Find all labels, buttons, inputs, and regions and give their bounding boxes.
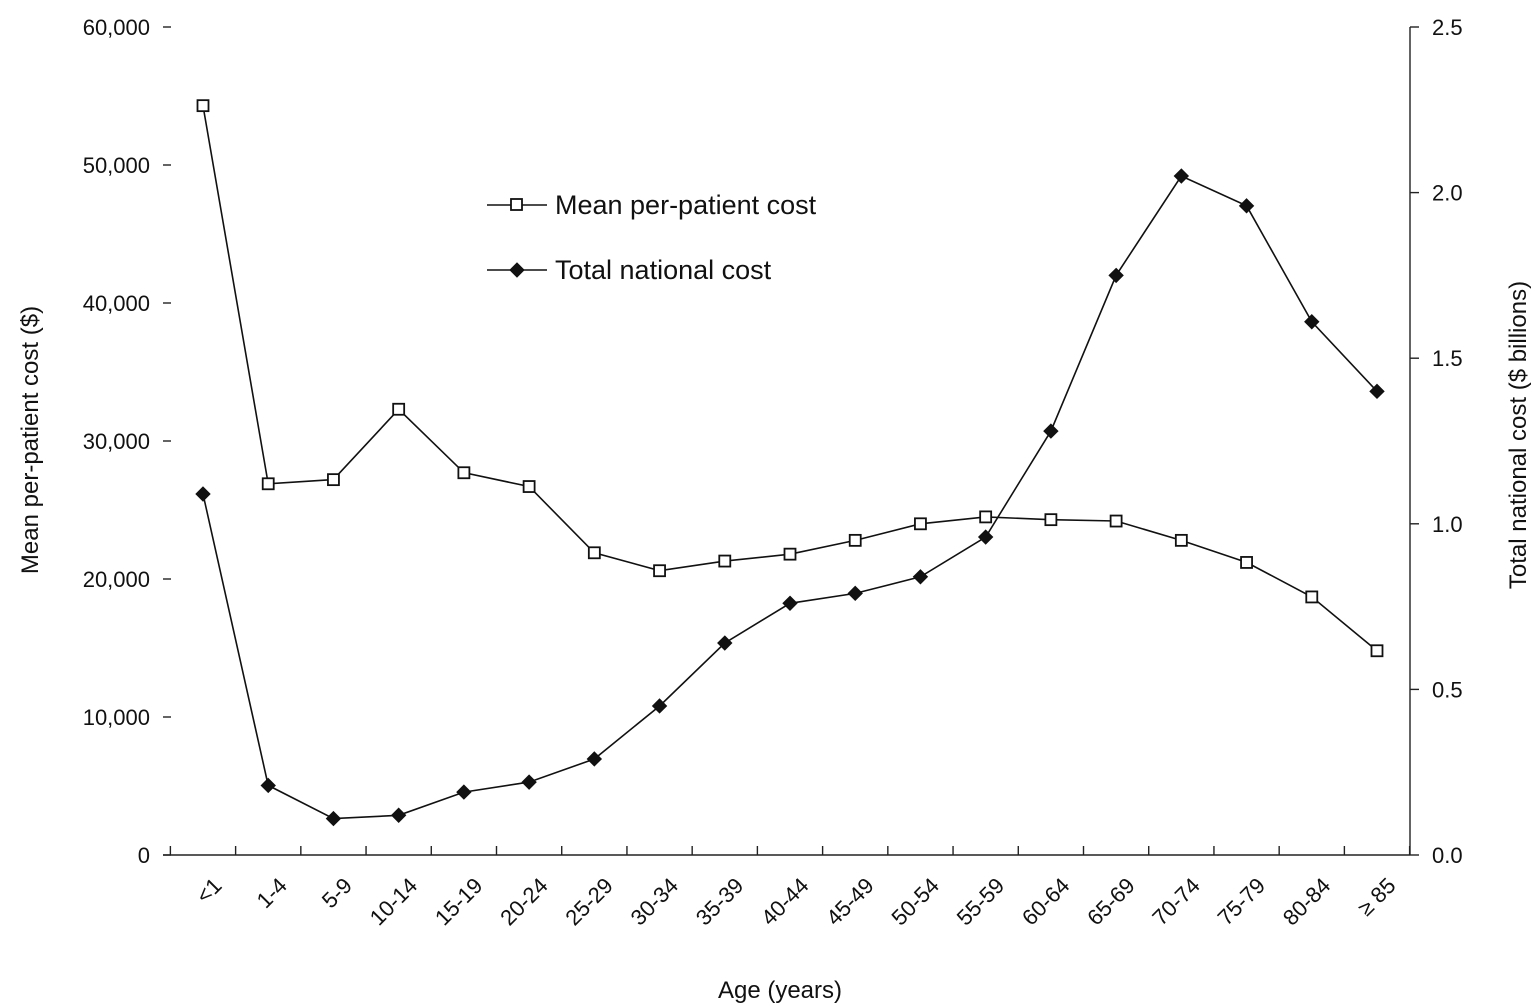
y2-tick-label: 2.0 [1432, 181, 1463, 206]
x-tick-label: 30-34 [626, 873, 683, 930]
x-tick-label: 65-69 [1082, 873, 1139, 930]
legend-marker-total [509, 262, 525, 278]
data-point-mean [1044, 513, 1058, 527]
x-tick-label: 70-74 [1147, 873, 1204, 930]
data-point-mean [1174, 533, 1188, 547]
data-point-total [847, 585, 863, 602]
y-tick-label: 10,000 [83, 705, 150, 730]
data-point-mean [457, 466, 471, 480]
x-tick-label: 50-54 [887, 873, 944, 930]
data-point-mean [653, 564, 666, 578]
data-point-mean [914, 517, 927, 531]
data-point-total [195, 486, 211, 502]
data-point-total [782, 595, 798, 611]
data-point-total [456, 784, 472, 800]
y2-tick-label: 2.5 [1432, 15, 1463, 40]
x-tick-label: 5-9 [317, 873, 357, 913]
data-point-mean [783, 547, 797, 561]
data-point-mean [587, 546, 601, 560]
x-tick-label: ≥ 85 [1353, 873, 1401, 921]
data-point-total [390, 807, 407, 823]
legend: Mean per-patient cost Total national cos… [487, 190, 817, 285]
data-point-total [260, 777, 276, 794]
data-point-total [912, 569, 929, 585]
data-point-mean [1109, 514, 1123, 528]
y-axis-title: Mean per-patient cost ($) [17, 306, 44, 574]
data-point-total [1369, 383, 1385, 400]
y-tick-label: 60,000 [83, 15, 150, 40]
x-tick-label: 55-59 [952, 873, 1009, 930]
x-tick-label: 80-84 [1278, 873, 1335, 930]
data-point-total [586, 751, 603, 767]
data-point-mean [261, 477, 275, 491]
data-point-total [1238, 198, 1255, 214]
y-tick-label: 40,000 [83, 291, 150, 316]
data-point-total [651, 698, 668, 714]
x-tick-label: 60-64 [1017, 873, 1074, 930]
y-tick-label: 0 [138, 843, 150, 868]
x-tick-label: 75-79 [1213, 873, 1270, 930]
legend-marker-mean [510, 198, 523, 211]
y-tick-label: 20,000 [83, 567, 150, 592]
legend-label-total: Total national cost [555, 255, 772, 285]
series-line-total [202, 174, 1378, 820]
x-tick-label: 25-29 [560, 873, 617, 930]
data-point-total [1043, 423, 1059, 439]
data-point-mean [196, 99, 210, 113]
y2-tick-label: 1.0 [1432, 512, 1463, 537]
data-point-mean [327, 473, 340, 487]
data-point-mean [718, 554, 732, 568]
x-tick-label: 1-4 [252, 873, 292, 913]
x-tick-label: 10-14 [365, 873, 422, 930]
data-point-mean [522, 480, 536, 493]
legend-label-mean: Mean per-patient cost [555, 190, 817, 220]
data-point-total [977, 529, 994, 545]
data-point-mean [1370, 644, 1384, 658]
data-point-total [1173, 168, 1190, 184]
data-point-total [521, 774, 537, 790]
data-point-total [717, 635, 733, 651]
data-point-total [1108, 267, 1124, 284]
data-point-total [325, 810, 342, 827]
x-tick-label: 20-24 [495, 873, 552, 930]
y-tick-label: 50,000 [83, 153, 150, 178]
x-tick-label: 45-49 [821, 873, 878, 930]
data-point-mean [848, 533, 862, 547]
x-tick-label: 15-19 [430, 873, 487, 930]
data-point-mean [392, 402, 406, 416]
data-point-total [1304, 314, 1320, 330]
y-tick-label: 30,000 [83, 429, 150, 454]
x-axis-title: Age (years) [718, 977, 842, 1004]
series-layer [195, 99, 1385, 827]
y2-tick-label: 0.5 [1432, 677, 1463, 702]
data-point-mean [979, 510, 993, 524]
x-tick-label: 40-44 [756, 873, 813, 930]
data-point-mean [1240, 556, 1253, 569]
x-tick-label: <1 [191, 873, 226, 908]
axes: 0 10,000 20,000 30,000 40,000 50,000 60,000 0.0… [83, 15, 1463, 930]
y2-tick-label: 0.0 [1432, 843, 1463, 868]
data-point-mean [1305, 590, 1319, 604]
y2-tick-label: 1.5 [1432, 346, 1463, 371]
x-tick-label: 35-39 [691, 873, 748, 930]
series-line-mean [202, 105, 1378, 652]
y2-axis-title: Total national cost ($ billions) [1505, 281, 1532, 589]
